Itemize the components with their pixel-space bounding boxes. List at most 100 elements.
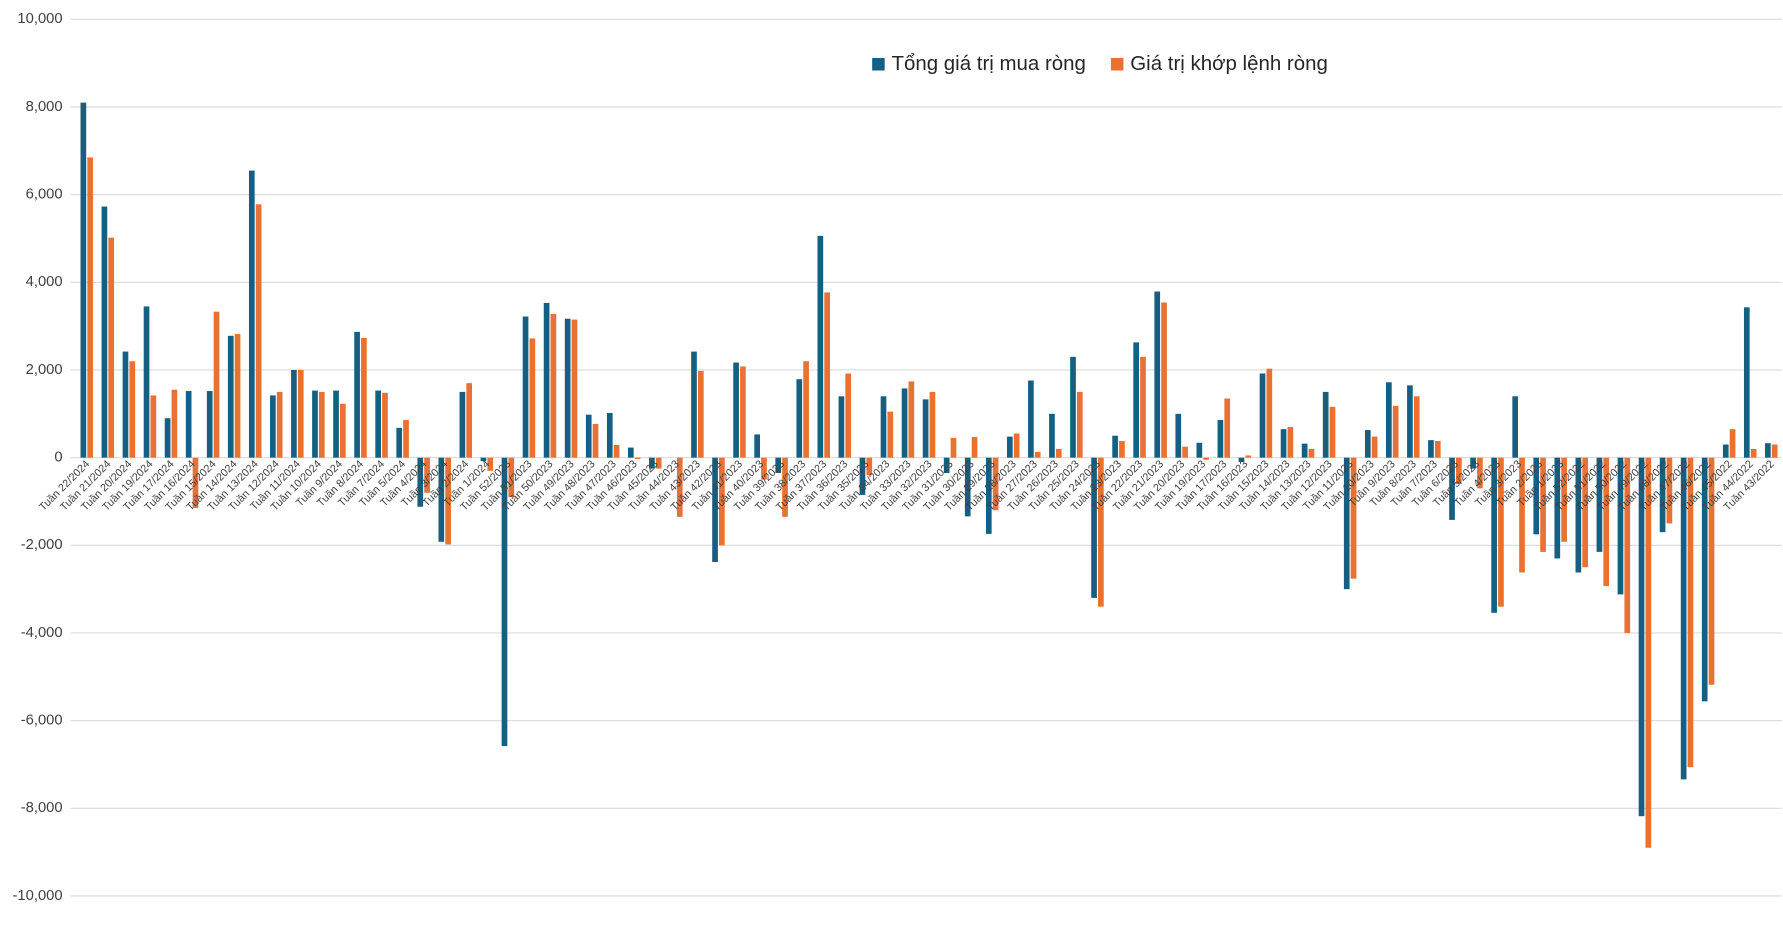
bar: [1561, 457, 1567, 542]
bar: [1343, 457, 1350, 590]
bar: [1301, 443, 1308, 458]
bar: [1729, 429, 1736, 458]
bar: [333, 390, 339, 458]
bar: [1512, 396, 1519, 458]
bar: [382, 392, 388, 458]
bar: [1091, 457, 1097, 598]
bar: [866, 457, 873, 476]
bar: [1596, 457, 1603, 552]
bar: [1765, 443, 1771, 458]
bar: [1140, 356, 1146, 458]
bar: [1154, 291, 1161, 458]
y-tick-label: 8,000: [26, 99, 63, 115]
bar: [634, 457, 641, 459]
bar: [403, 419, 409, 458]
bar: [1750, 448, 1757, 458]
bar: [1428, 440, 1434, 458]
bar: [1238, 457, 1245, 463]
bar: [1203, 457, 1210, 460]
bar: [627, 447, 634, 458]
legend-label: Tổng giá trị mua ròng: [891, 52, 1085, 75]
bar: [845, 373, 852, 458]
bar: [908, 381, 915, 458]
y-tick-label: 4,000: [26, 274, 63, 290]
bar: [1449, 457, 1455, 520]
bar: [964, 457, 971, 517]
bar: [1666, 457, 1673, 524]
bar: [782, 457, 788, 517]
y-tick-label: -4,000: [21, 625, 63, 641]
bar: [340, 403, 346, 458]
bar: [1722, 444, 1729, 458]
bar: [543, 302, 550, 458]
bar: [1533, 457, 1540, 535]
bar: [1708, 457, 1715, 685]
bar: [929, 391, 936, 458]
bar: [1659, 457, 1666, 533]
bar: [1070, 356, 1076, 458]
bar: [318, 391, 325, 458]
bar: [417, 457, 424, 507]
bar: [887, 411, 894, 458]
bar: [824, 292, 830, 458]
bar: [164, 418, 171, 458]
bar: [227, 335, 234, 458]
bar: [1034, 451, 1041, 458]
bar: [1133, 342, 1140, 458]
bar: [971, 437, 978, 458]
bar: [276, 391, 283, 458]
bar: [613, 444, 620, 458]
bar: [901, 388, 908, 458]
bar: [508, 457, 515, 498]
bar: [80, 102, 87, 458]
bar: [129, 361, 136, 458]
bar: [122, 351, 129, 458]
bar: [1603, 457, 1610, 587]
bar: [1055, 448, 1062, 458]
bar: [1119, 441, 1125, 458]
bar: [1470, 457, 1476, 469]
bar: [480, 457, 487, 462]
bar: [1386, 382, 1392, 458]
bar: [1329, 406, 1336, 458]
bar: [1477, 457, 1483, 489]
bar: [1308, 448, 1315, 458]
bar: [501, 457, 508, 747]
bar: [1771, 444, 1778, 458]
bar: [676, 457, 683, 517]
bar: [1196, 442, 1203, 458]
bar: [1182, 446, 1188, 458]
bar: [1259, 373, 1266, 458]
bar: [1582, 457, 1589, 568]
bar: [206, 391, 213, 458]
bar: [424, 457, 430, 493]
bar: [1350, 457, 1357, 579]
y-tick-label: 10,000: [17, 11, 62, 27]
bar: [796, 379, 803, 458]
legend-swatch: [872, 57, 885, 71]
bar: [522, 316, 529, 458]
bar: [585, 414, 592, 458]
bar: [1224, 398, 1231, 458]
bar: [438, 457, 445, 542]
bar: [1638, 457, 1645, 817]
bar: [754, 434, 761, 458]
bar: [1491, 457, 1497, 613]
bar: [1455, 457, 1462, 484]
bar: [150, 395, 157, 458]
bar: [1049, 413, 1055, 458]
bar: [1575, 457, 1582, 573]
bar: [234, 334, 241, 458]
bar: [529, 338, 536, 458]
bar: [859, 457, 866, 495]
y-tick-label: 0: [54, 450, 62, 466]
bar: [213, 311, 220, 458]
bar: [1217, 419, 1224, 458]
bar: [101, 206, 108, 458]
bar: [1245, 455, 1252, 458]
bar: [1392, 405, 1399, 458]
bar: [1617, 457, 1624, 595]
bar: [1013, 433, 1020, 458]
bar: [550, 313, 557, 458]
